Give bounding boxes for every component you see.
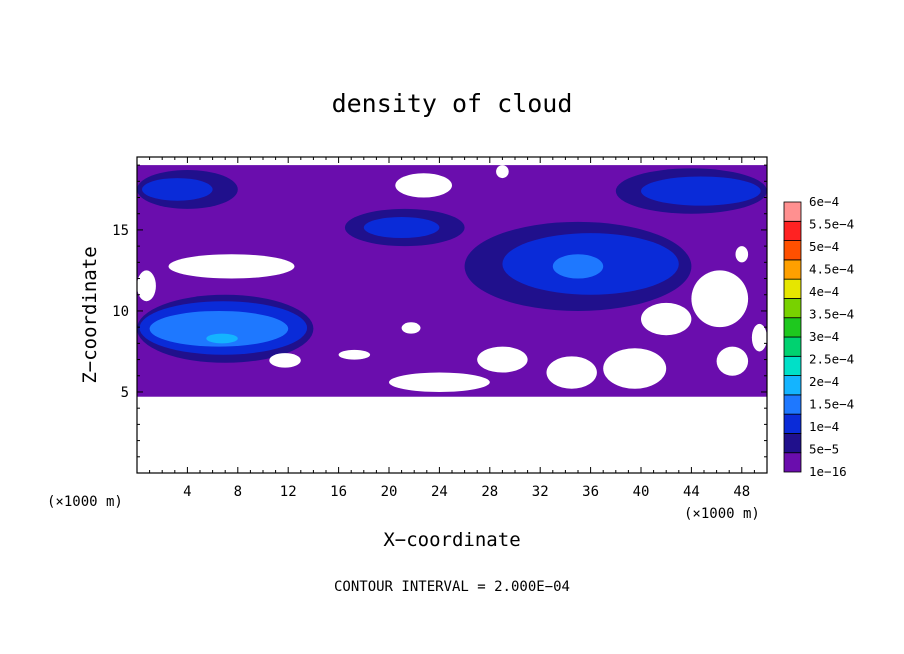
colorbar-label: 1e−16 [809,464,847,479]
contour-region [552,254,604,279]
x-tick-label: 40 [633,484,650,500]
x-tick-label: 12 [280,484,297,500]
colorbar-label: 1e−4 [809,419,839,434]
colorbar-band [783,433,802,454]
blank-area [691,270,749,328]
blank-area [137,396,767,473]
y-tick-label: 10 [112,304,129,320]
colorbar-label: 5e−5 [809,442,839,457]
x-tick-label: 44 [683,484,700,500]
colorbar-label: 2e−4 [809,374,839,389]
blank-area [269,353,301,368]
blank-area [751,323,767,352]
colorbar-band [783,375,802,396]
blank-area [168,254,295,279]
colorbar-label: 6e−4 [809,194,839,209]
x-tick-label: 4 [183,484,191,500]
colorbar-band [783,355,802,376]
colorbar: 1e−16 5e−5 1e−4 1.5e−4 2e−4 2.5e−4 3e−4 3.5e−4 4… [783,194,854,479]
blank-area [395,173,452,198]
y-axis-label: Z−coordinate [79,246,101,383]
plot-area [137,165,767,473]
colorbar-band [783,336,802,357]
blank-area [389,372,490,392]
chart-title: density of cloud [332,89,573,118]
y-tick-label: 15 [112,223,129,239]
colorbar-band [783,394,802,415]
x-tick-label: 32 [532,484,549,500]
contour-region [363,216,440,239]
colorbar-label: 3.5e−4 [809,307,854,322]
colorbar-band [783,220,802,241]
colorbar-band [783,298,802,319]
blank-area [603,348,667,389]
x-tick-label: 20 [381,484,398,500]
colorbar-label: 2.5e−4 [809,352,854,367]
blank-area [338,349,371,360]
colorbar-band [783,240,802,261]
contour-region [142,178,213,201]
colorbar-label: 4.5e−4 [809,262,854,277]
y-tick-label: 5 [121,385,129,401]
y-unit-label: (×1000 m) [47,494,123,510]
colorbar-label: 5.5e−4 [809,217,854,232]
colorbar-band [783,259,802,280]
contour-interval-note: CONTOUR INTERVAL = 2.000E−04 [334,579,570,595]
x-tick-label: 24 [431,484,448,500]
colorbar-label: 5e−4 [809,239,839,254]
colorbar-label: 4e−4 [809,284,839,299]
colorbar-label: 3e−4 [809,329,839,344]
x-axis-label: X−coordinate [383,529,520,551]
x-tick-label: 48 [733,484,750,500]
colorbar-label: 1.5e−4 [809,397,854,412]
x-tick-label: 8 [234,484,242,500]
x-tick-label: 16 [330,484,347,500]
blank-area [137,270,156,302]
blank-area [546,356,597,389]
colorbar-band [783,452,802,473]
blank-area [735,246,749,263]
contour-region [641,176,761,206]
contour-region [149,310,289,347]
blank-area [401,322,421,334]
blank-area [496,165,509,179]
blank-area [641,302,692,336]
blank-area [477,346,528,373]
x-tick-label: 28 [481,484,498,500]
x-unit-label: (×1000 m) [684,506,760,522]
colorbar-band [783,413,802,434]
colorbar-band [783,201,802,222]
contour-region [206,333,238,344]
colorbar-band [783,278,802,299]
colorbar-band [783,317,802,338]
x-tick-label: 36 [582,484,599,500]
blank-area [716,346,749,376]
